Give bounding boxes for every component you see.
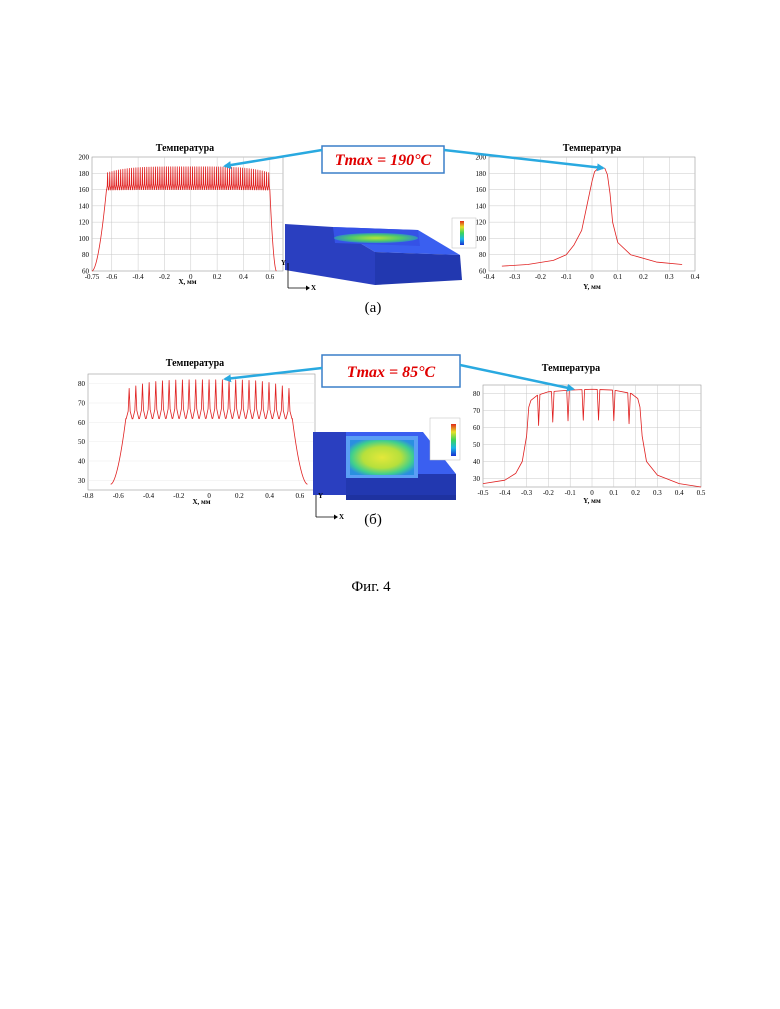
y-tick-label: 80 xyxy=(473,390,481,398)
x-tick-label: 0.4 xyxy=(265,492,274,500)
y-tick-label: 70 xyxy=(473,407,481,415)
y-tick-label: 120 xyxy=(79,219,90,227)
y-tick-label: 40 xyxy=(473,458,481,466)
x-tick-label: 0.3 xyxy=(665,273,674,281)
y-tick-label: 140 xyxy=(79,202,90,210)
y-tick-label: 180 xyxy=(476,170,487,178)
x-tick-label: 0.2 xyxy=(631,489,640,497)
y-tick-label: 40 xyxy=(78,458,86,466)
x-tick-label: -0.2 xyxy=(159,273,171,281)
x-axis-label: X, мм xyxy=(192,498,210,506)
panel-label-a: (а) xyxy=(365,300,382,316)
x-tick-label: -0.4 xyxy=(499,489,511,497)
y-tick-label: 60 xyxy=(78,419,86,427)
x-tick-label: -0.5 xyxy=(477,489,489,497)
y-tick-label: 160 xyxy=(79,186,90,194)
x-tick-label: 0.2 xyxy=(235,492,244,500)
axes-icon-b: Y X xyxy=(316,492,344,521)
y-tick-label: 60 xyxy=(479,268,487,276)
plot-area xyxy=(88,374,315,490)
y-tick-label: 60 xyxy=(473,424,481,432)
color-legend-b xyxy=(430,418,460,460)
x-tick-label: 0.1 xyxy=(609,489,618,497)
y-tick-label: 30 xyxy=(78,477,86,485)
x-tick-label: 0.3 xyxy=(653,489,662,497)
x-tick-label: -0.2 xyxy=(535,273,547,281)
x-tick-label: 0.2 xyxy=(213,273,222,281)
callout-a-text: Tmax = 190°C xyxy=(335,152,432,169)
y-tick-label: 80 xyxy=(78,380,86,388)
x-tick-label: 0 xyxy=(590,489,594,497)
x-tick-label: 0.4 xyxy=(239,273,248,281)
chart-a-x-temperature: -0.75-0.6-0.4-0.200.20.40.66080100120140… xyxy=(79,143,284,286)
chart-title: Температура xyxy=(166,358,224,369)
x-axis-label: Y, мм xyxy=(583,283,601,291)
x-tick-label: 0.1 xyxy=(613,273,622,281)
x-tick-label: -0.1 xyxy=(565,489,577,497)
x-tick-label: -0.1 xyxy=(561,273,573,281)
x-tick-label: 0.4 xyxy=(675,489,684,497)
y-tick-label: 180 xyxy=(79,170,90,178)
x-tick-label: 0.6 xyxy=(265,273,274,281)
y-tick-label: 50 xyxy=(473,441,481,449)
x-tick-label: 0 xyxy=(590,273,594,281)
x-tick-label: 0.6 xyxy=(295,492,304,500)
x-tick-label: 0.5 xyxy=(697,489,706,497)
axes-icon-b-y: Y xyxy=(318,492,323,500)
x-axis-label: Y, мм xyxy=(583,497,601,505)
chart-title: Температура xyxy=(542,363,600,374)
y-tick-label: 160 xyxy=(476,186,487,194)
x-tick-label: -0.3 xyxy=(521,489,533,497)
y-tick-label: 200 xyxy=(79,154,90,162)
x-tick-label: -0.2 xyxy=(173,492,185,500)
axes-icon-b-x: X xyxy=(339,513,344,521)
y-tick-label: 30 xyxy=(473,475,481,483)
callout-b-text: Tmax = 85°C xyxy=(347,364,436,381)
x-tick-label: -0.2 xyxy=(543,489,555,497)
x-tick-label: -0.4 xyxy=(143,492,155,500)
x-tick-label: -0.4 xyxy=(133,273,145,281)
y-tick-label: 50 xyxy=(78,438,86,446)
panel-label-b: (б) xyxy=(364,512,382,528)
y-tick-label: 80 xyxy=(82,251,90,259)
model-3d-a xyxy=(285,224,462,285)
color-legend-a xyxy=(452,218,476,248)
x-tick-label: -0.6 xyxy=(106,273,118,281)
y-tick-label: 60 xyxy=(82,268,90,276)
x-tick-label: 0.2 xyxy=(639,273,648,281)
x-axis-label: X, мм xyxy=(178,278,196,286)
axes-icon-a-x: X xyxy=(311,284,316,292)
y-tick-label: 80 xyxy=(479,251,487,259)
x-tick-label: -0.3 xyxy=(509,273,521,281)
x-tick-label: -0.6 xyxy=(113,492,125,500)
x-tick-label: 0.4 xyxy=(691,273,700,281)
chart-b-y-temperature: -0.5 -0.4 -0.3 -0.2 -0.1 0 0.1 0.2 0.3 0.4 0.5 30 40… xyxy=(473,363,706,505)
chart-title: Температура xyxy=(563,143,621,154)
axes-icon-a-y: Y xyxy=(281,259,286,267)
y-tick-label: 70 xyxy=(78,400,86,408)
y-tick-label: 120 xyxy=(476,219,487,227)
chart-b-x-temperature: -0.8-0.6-0.4-0.200.20.40.6304050607080Те… xyxy=(78,358,315,506)
y-tick-label: 100 xyxy=(79,235,90,243)
chart-title: Температура xyxy=(156,143,214,154)
x-tick-label: -0.8 xyxy=(82,492,94,500)
y-tick-label: 140 xyxy=(476,202,487,210)
figure-caption: Фиг. 4 xyxy=(351,579,391,595)
y-tick-label: 100 xyxy=(476,235,487,243)
